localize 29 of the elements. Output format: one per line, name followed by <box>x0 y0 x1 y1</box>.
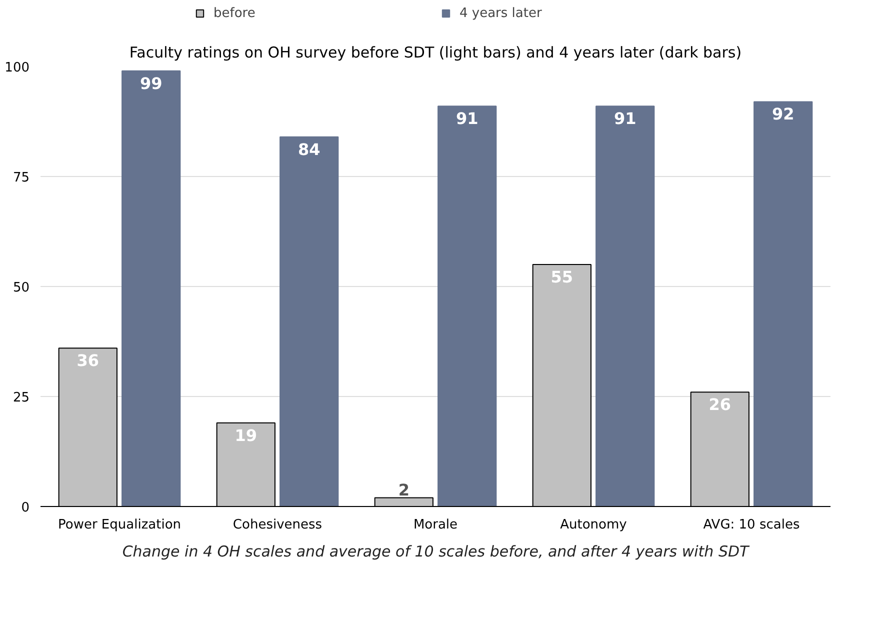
bar <box>754 101 813 506</box>
legend-label: before <box>214 6 256 20</box>
bar <box>122 70 181 506</box>
bar <box>438 106 497 506</box>
chart-title: Faculty ratings on OH survey before SDT (light bars) and 4 years later (dark bars) <box>129 44 742 62</box>
y-tick-label: 25 <box>12 390 30 406</box>
data-label: 26 <box>708 395 732 414</box>
x-tick-label: Morale <box>413 518 458 532</box>
data-label: 91 <box>456 109 478 128</box>
y-tick-label: 100 <box>4 60 30 76</box>
data-label: 92 <box>772 104 794 124</box>
data-label: 19 <box>234 426 258 445</box>
data-label: 84 <box>298 140 320 159</box>
y-tick-label: 75 <box>12 170 30 186</box>
bar <box>280 136 339 506</box>
y-tick-label: 50 <box>12 280 30 296</box>
data-label: 91 <box>614 109 636 128</box>
x-tick-label: Autonomy <box>560 518 628 532</box>
x-tick-label: AVG: 10 scales <box>703 518 800 532</box>
text: Change in 4 OH scales and average of 10 scales before, and after 4 years with SDT <box>122 542 751 560</box>
x-tick-label: Cohesiveness <box>232 518 322 532</box>
legend-label: 4 years later <box>460 6 543 20</box>
data-label: 36 <box>76 351 100 370</box>
data-label: 55 <box>550 268 574 286</box>
y-tick-label: 0 <box>21 500 30 516</box>
data-label: 2 <box>398 480 410 500</box>
data-label: 99 <box>140 74 162 93</box>
bar <box>596 106 655 506</box>
x-tick-label: Power Equalization <box>58 518 182 532</box>
